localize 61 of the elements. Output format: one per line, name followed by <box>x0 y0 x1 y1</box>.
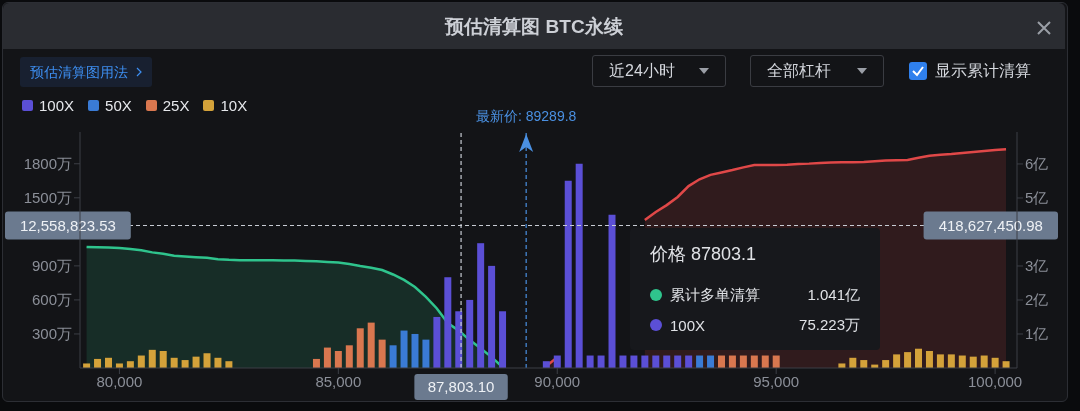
y2-tick-label: 2亿 <box>1025 291 1049 309</box>
legend-label: 25X <box>162 97 190 114</box>
y2-tick-label: 3亿 <box>1025 257 1049 275</box>
legend-label: 10X <box>220 97 248 114</box>
y2-tick-label: 5亿 <box>1025 189 1049 207</box>
legend-label: 累计多单清算 <box>670 285 761 305</box>
text: 100X <box>39 97 75 114</box>
bar <box>203 353 211 368</box>
annotation: 价格 87803.1 <box>650 243 758 266</box>
bar <box>378 339 386 368</box>
bar <box>367 322 375 368</box>
bar <box>444 277 452 368</box>
y-tick-label: 1500万 <box>23 189 72 207</box>
text: 显示累计清算 <box>935 61 1031 81</box>
bar <box>477 243 485 368</box>
annotation: 1.041亿 <box>807 285 860 305</box>
bar <box>466 299 474 368</box>
y-tick-label: 300万 <box>31 325 72 343</box>
bar <box>334 350 342 368</box>
text: 近24小时 <box>609 60 675 81</box>
bar <box>389 345 397 368</box>
bar <box>159 350 167 368</box>
y2-tick-label: 1亿 <box>1025 325 1049 343</box>
bar <box>564 180 572 368</box>
y-tick-label: 900万 <box>31 257 72 275</box>
text: 预估清算图用法 <box>30 63 128 82</box>
bar <box>345 345 353 368</box>
bar <box>433 316 441 368</box>
bar <box>925 350 933 368</box>
y2-tick-label: 6亿 <box>1025 155 1049 173</box>
bar <box>947 354 955 368</box>
bar <box>893 354 901 368</box>
annotation: 12,558,823.53 <box>19 216 116 234</box>
y-tick-label: 1800万 <box>23 155 72 173</box>
bar <box>148 349 156 368</box>
annotation: 75.223万 <box>799 315 860 335</box>
bar <box>936 354 944 368</box>
x-tick-label: 100,000 <box>967 372 1023 390</box>
legend-label: 100X <box>670 316 707 334</box>
bar <box>904 352 912 368</box>
x-tick-label: 85,000 <box>315 372 362 390</box>
bar <box>400 330 408 368</box>
ref-line-label: 最新价: 89289.8 <box>475 108 577 124</box>
ref-line-label: 87,803.10 <box>427 378 495 395</box>
bar <box>323 347 331 368</box>
text: 全部杠杆 <box>767 60 831 81</box>
bar <box>356 328 364 368</box>
bar <box>422 339 430 368</box>
bar <box>488 265 496 368</box>
y-tick-label: 600万 <box>31 291 72 309</box>
bar <box>575 163 583 368</box>
bar <box>499 311 507 368</box>
bar <box>915 348 923 368</box>
bar <box>608 214 616 368</box>
bar <box>411 333 419 368</box>
x-tick-label: 90,000 <box>534 372 581 390</box>
legend-label: 50X <box>105 97 132 114</box>
annotation: 418,627,450.98 <box>938 216 1043 234</box>
x-tick-label: 80,000 <box>96 372 143 390</box>
x-tick-label: 95,000 <box>753 372 800 390</box>
chart-title: 预估清算图 BTC永续 <box>443 15 624 39</box>
